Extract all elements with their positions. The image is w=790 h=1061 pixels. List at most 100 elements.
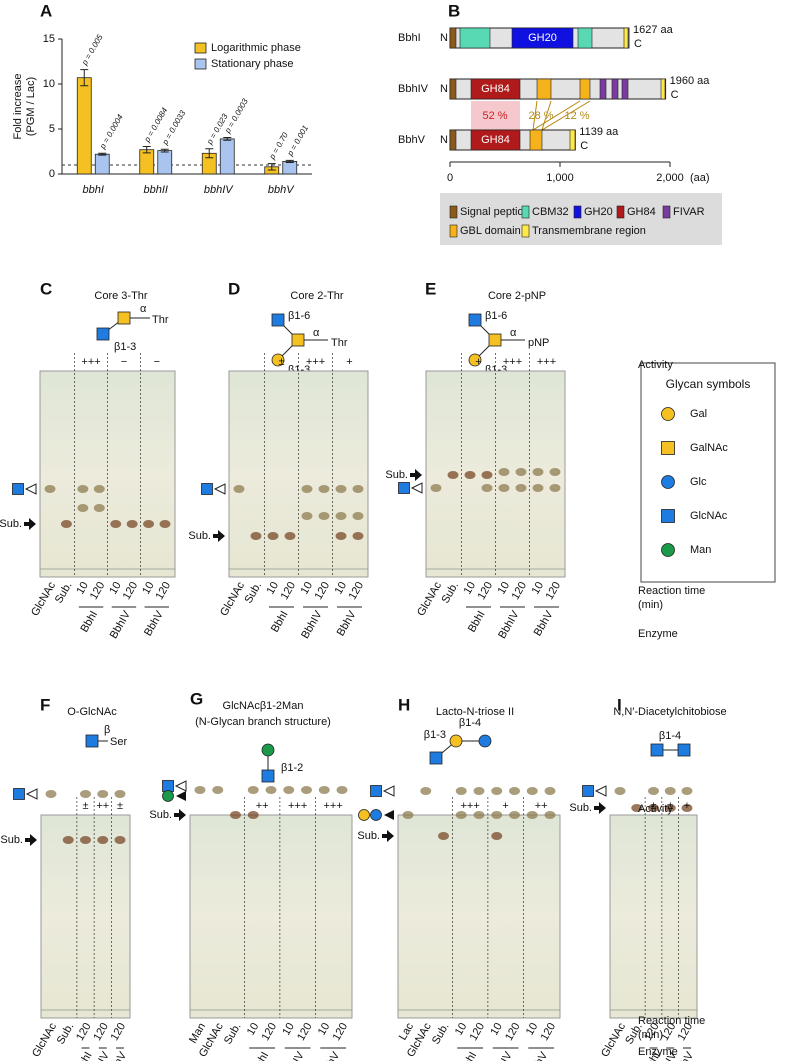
row-label: Activity [638,803,673,815]
activity-label: ± [278,356,284,368]
legend-swatch [449,224,458,238]
tlc-spot [318,485,330,493]
tlc-spot [301,786,312,794]
tlc-spot [318,786,330,794]
domain-label: GH84 [481,83,510,95]
lane-label: 120 [154,580,174,602]
tlc-spot [664,787,676,795]
activity-label: +++ [288,800,307,812]
identity-line [532,100,581,131]
domain [536,78,552,100]
glc-symbol [370,809,382,821]
legend-label: Transmembrane region [532,225,646,237]
domain [569,129,576,151]
tlc-spot [247,811,259,819]
activity-label: − [154,356,160,368]
lane-label: 10 [140,580,157,597]
tlc-spot [532,484,544,492]
tlc-spot [265,786,277,794]
bar [282,160,298,175]
tlc-spot [233,485,245,493]
tlc-spot [318,512,330,520]
row-label: Enzyme [638,1046,678,1058]
row-label: Enzyme [638,628,678,640]
tlc-spot [80,790,91,798]
activity-label: − [121,356,127,368]
galnac-symbol [117,311,131,325]
x-tick-label: bbhIV [204,184,234,196]
legend-label: Stationary phase [211,58,294,70]
tlc-spot [77,504,89,512]
domain [579,78,591,100]
glycan-linkage: α [313,327,320,339]
domain [470,129,521,151]
tlc-spot [402,811,414,819]
glcnac-symbol [261,769,275,783]
lane-label: 10 [265,580,282,597]
identity-label: 28 % [528,110,553,122]
row-label: (min) [638,1029,663,1041]
tlc-spot [420,787,432,795]
tlc-spot [230,811,241,819]
filled-triangle [176,791,186,801]
row-label: Reaction time [638,585,705,597]
man-symbol [261,743,275,757]
tlc-spot [532,468,544,476]
domain [511,27,574,49]
glcnac-symbol [677,743,691,757]
activity-label: + [346,356,352,368]
open-triangle [410,482,423,494]
activity-label: + [502,800,508,812]
enzyme-label: BbhIV [281,1049,307,1061]
glycan-legend-item: Glc [690,476,707,488]
glycan-linkage: β1-6 [485,310,507,322]
x-tick-label: bbhV [268,184,295,196]
activity-label: + [475,356,481,368]
tlc-spot [335,512,347,520]
gal-symbol [468,353,482,367]
lane-label: 10 [496,580,513,597]
enzyme-label: BbhV [532,608,556,638]
tlc-spot [62,836,74,844]
tlc-spot [93,504,105,512]
tlc-spot [194,786,206,794]
activity-label: ± [667,800,673,812]
tlc-spot [352,512,364,520]
tlc-spot [491,832,503,840]
error-bar [223,137,232,141]
panel-title: N,N′-Diacetylchitobiose [613,706,726,718]
man-symbol [661,543,675,557]
tlc-spot [97,836,109,844]
enzyme-label: BbhV [142,608,166,638]
lane-label: 10 [488,1021,505,1038]
tlc-spot [648,787,659,795]
glcnac-symbol [271,313,285,327]
glcnac-symbol [96,327,110,341]
tlc-spot [93,485,105,493]
glcnac-symbol [661,509,675,523]
panel-title: Core 2-pNP [488,290,546,302]
lane-label: 120 [331,1021,351,1043]
glycan-linkage: pNP [528,337,549,349]
lane-label: Sub. [242,580,264,606]
protein-length: 1627 aa [633,24,674,36]
enzyme-label: BbhV [672,1049,696,1061]
glycan-legend-title: Glycan symbols [666,377,751,391]
gal-symbol [661,407,675,421]
error-bar [98,152,107,156]
lane-label: Sub. [439,580,461,606]
enzyme-label: BbhI [641,1050,663,1061]
panel-letter: A [40,1,52,20]
activity-label: +++ [323,800,342,812]
tlc-spot [114,790,126,798]
error-bar [267,163,276,171]
y-tick-label: 15 [43,33,55,45]
lane-label: 120 [279,580,299,602]
filled-triangle [384,810,394,820]
lane-label: 10 [299,580,316,597]
lane-label: 120 [88,580,108,602]
enzyme-label: BbhIV [489,1049,515,1061]
protein-name: BbhV [398,134,426,146]
domain [449,78,457,100]
c-terminus: C [580,140,588,152]
